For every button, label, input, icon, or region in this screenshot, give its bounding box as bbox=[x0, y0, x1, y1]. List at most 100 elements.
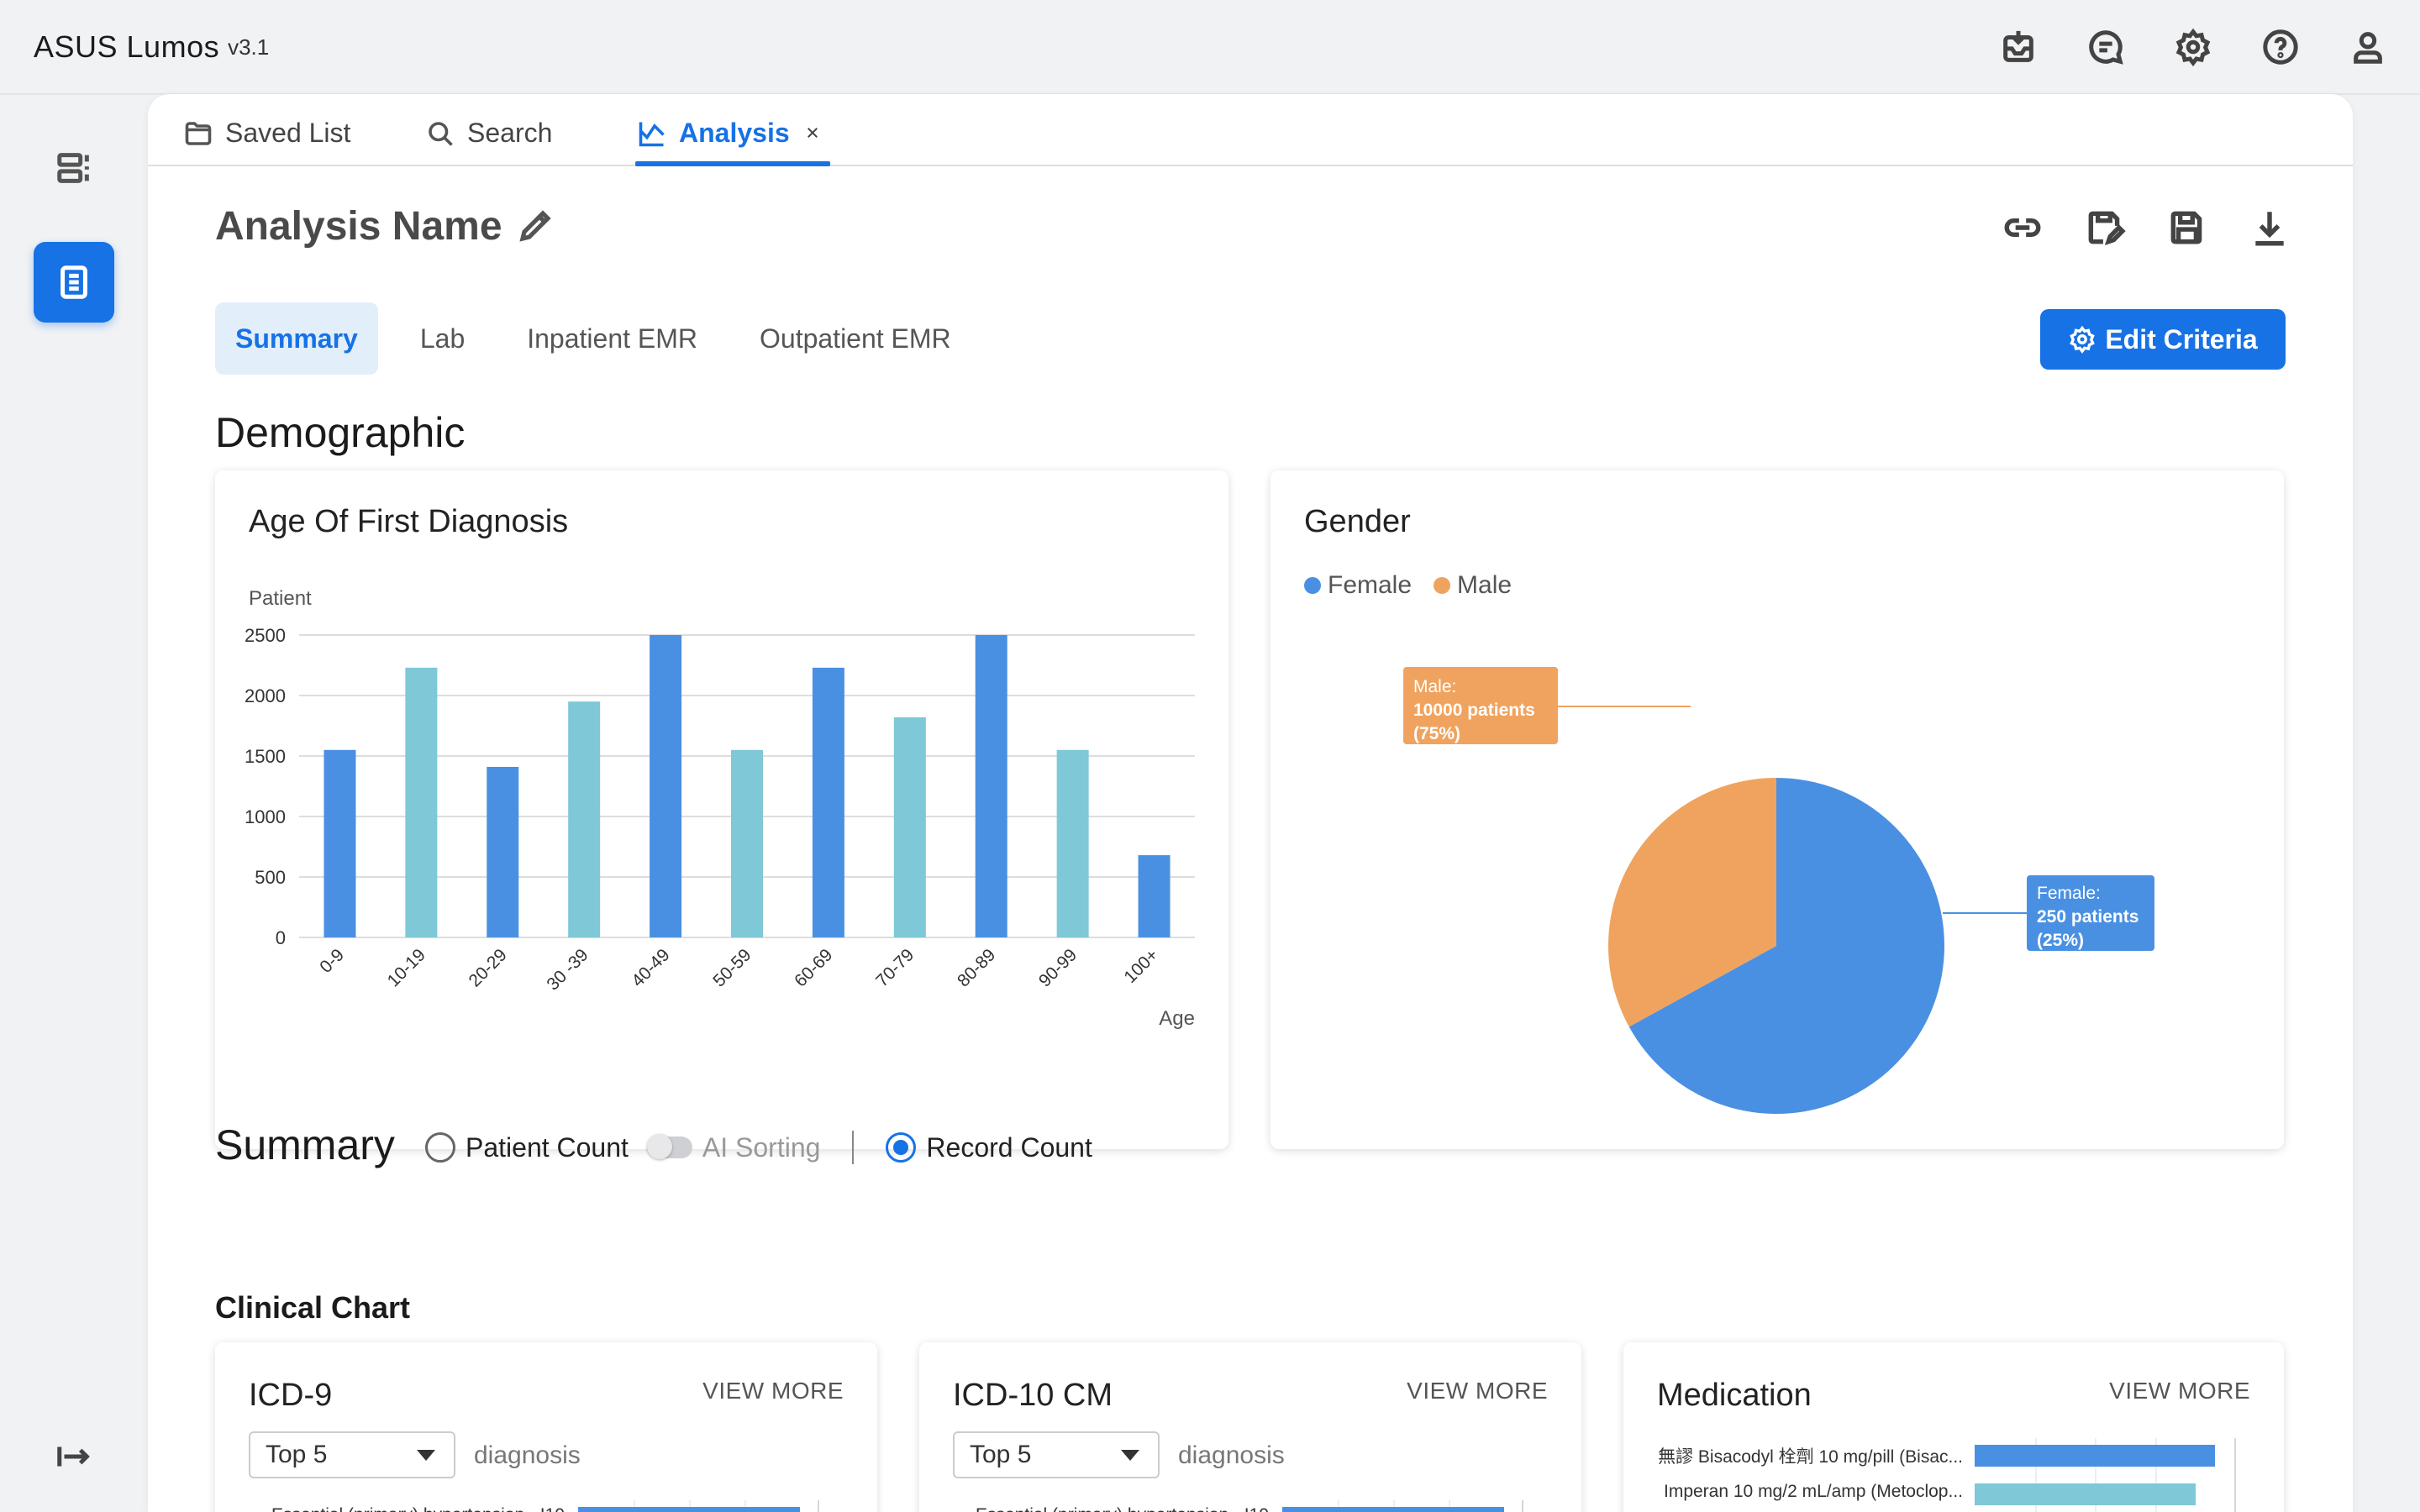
age-bar-10-19[interactable] bbox=[405, 667, 438, 937]
save-icon bbox=[2170, 211, 2202, 244]
ai-sorting-label: AI Sorting bbox=[702, 1131, 821, 1163]
bar-item-label: Imperan 10 mg/2 mL/amp (Metoclop... bbox=[1664, 1482, 1963, 1501]
icd10-card: ICD-10 CM VIEW MORE Top 5 diagnosis Esse… bbox=[919, 1342, 1581, 1512]
icd10-top-select[interactable]: Top 5 bbox=[953, 1431, 1160, 1478]
summary-controls: Patient Count AI Sorting Record Count bbox=[425, 1131, 1092, 1164]
close-tab-button[interactable] bbox=[805, 120, 832, 147]
age-chart-title: Age Of First Diagnosis bbox=[249, 504, 569, 539]
copy-link-button[interactable] bbox=[2002, 207, 2045, 250]
download-button[interactable] bbox=[2249, 207, 2292, 250]
y-tick-label: 1000 bbox=[245, 806, 286, 827]
save-button[interactable] bbox=[2166, 207, 2210, 250]
x-tick-label: 40-49 bbox=[628, 945, 673, 990]
legend-female-label: Female bbox=[1328, 571, 1413, 599]
age-bar-80-89[interactable] bbox=[975, 635, 1007, 937]
edit-name-button[interactable] bbox=[516, 205, 560, 249]
bar-item-label: Essential (primary) hypertension - I10 bbox=[976, 1505, 1269, 1512]
y-tick-label: 500 bbox=[255, 867, 286, 888]
document-nav-button[interactable] bbox=[34, 242, 114, 323]
male-callout-box bbox=[1403, 667, 1558, 744]
age-bar-30 -39[interactable] bbox=[568, 701, 601, 937]
age-bar-50-59[interactable] bbox=[731, 749, 763, 937]
x-tick-label: 20-29 bbox=[466, 945, 511, 990]
chat-icon[interactable] bbox=[2079, 20, 2133, 74]
subtab-lab[interactable]: Lab bbox=[419, 323, 466, 354]
medication-view-more[interactable]: VIEW MORE bbox=[2109, 1378, 2250, 1404]
bar-item-label: 無謬 Bisacodyl 栓劑 10 mg/pill (Bisac... bbox=[1658, 1447, 1963, 1467]
main-panel: Saved List Search Analysis Analysis Name bbox=[148, 94, 2353, 1512]
legend-male-swatch bbox=[1434, 577, 1451, 594]
subtab-inpatient-emr[interactable]: Inpatient EMR bbox=[527, 323, 697, 354]
x-tick-label: 70-79 bbox=[872, 945, 918, 990]
pie-slice-female[interactable] bbox=[1628, 778, 1944, 1114]
age-bar-0-9[interactable] bbox=[324, 749, 356, 937]
patient-count-radio[interactable] bbox=[425, 1132, 455, 1163]
y-axis-label: Patient bbox=[249, 587, 312, 610]
bar-item[interactable] bbox=[1975, 1483, 2196, 1505]
help-icon[interactable] bbox=[2254, 20, 2307, 74]
bar-grid-line bbox=[689, 1500, 691, 1512]
gender-chart-card: Gender Female Male Male: 10000 patients (7… bbox=[1270, 470, 2284, 1149]
chart-icon bbox=[639, 122, 665, 146]
x-tick-label: 90-99 bbox=[1035, 945, 1081, 990]
pencil-icon bbox=[519, 210, 551, 242]
save-as-button[interactable] bbox=[2084, 207, 2128, 250]
bar-grid-line bbox=[1522, 1500, 1524, 1512]
app-version: v3.1 bbox=[228, 34, 270, 60]
age-bar-60-69[interactable] bbox=[812, 667, 844, 937]
legend-male[interactable]: Male bbox=[1434, 571, 1512, 600]
icd9-top-select[interactable]: Top 5 bbox=[249, 1431, 455, 1478]
top-bar: ASUS Lumos v3.1 bbox=[0, 0, 2420, 94]
tab-analysis[interactable]: Analysis bbox=[637, 118, 832, 149]
medication-title: Medication bbox=[1657, 1378, 1812, 1413]
tab-search[interactable]: Search bbox=[425, 118, 552, 149]
download-icon bbox=[2255, 212, 2284, 246]
icd9-view-more[interactable]: VIEW MORE bbox=[702, 1378, 844, 1404]
tab-label: Search bbox=[467, 118, 553, 148]
age-bar-100+[interactable] bbox=[1138, 855, 1171, 937]
tab-bar: Saved List Search Analysis bbox=[148, 94, 2353, 166]
gear-icon[interactable] bbox=[2166, 20, 2220, 74]
male-callout-text: 10000 patients bbox=[1413, 701, 1535, 720]
bar-item[interactable] bbox=[1282, 1507, 1504, 1512]
bar-item-label: Essential (primary) hypertension - I10 bbox=[271, 1505, 565, 1512]
subtab-outpatient-emr[interactable]: Outpatient EMR bbox=[760, 323, 951, 354]
x-tick-label: 10-19 bbox=[384, 945, 429, 990]
bar-item[interactable] bbox=[1975, 1445, 2215, 1467]
clinical-chart-title: Clinical Chart bbox=[215, 1290, 411, 1325]
icd9-select-value: Top 5 bbox=[266, 1441, 328, 1468]
age-bar-40-49[interactable] bbox=[650, 635, 682, 937]
bar-grid-line bbox=[634, 1500, 635, 1512]
tab-label: Analysis bbox=[679, 118, 790, 148]
bar-grid-line bbox=[818, 1500, 820, 1512]
save-edit-icon bbox=[2088, 211, 2126, 245]
icd9-card: ICD-9 VIEW MORE Top 5 diagnosis Essentia… bbox=[215, 1342, 877, 1512]
expand-sidebar-button[interactable] bbox=[34, 1416, 114, 1497]
record-count-radio[interactable] bbox=[886, 1132, 917, 1163]
user-icon[interactable] bbox=[2341, 20, 2395, 74]
bar-item[interactable] bbox=[578, 1507, 800, 1512]
edit-criteria-button[interactable]: Edit Criteria bbox=[2040, 309, 2286, 370]
chevron-down-icon bbox=[417, 1450, 435, 1461]
icd10-view-more[interactable]: VIEW MORE bbox=[1407, 1378, 1548, 1404]
legend-male-label: Male bbox=[1457, 571, 1512, 599]
inbox-download-icon[interactable] bbox=[1991, 20, 2045, 74]
female-callout-text: 250 patients bbox=[2037, 907, 2139, 927]
subtab-summary[interactable]: Summary bbox=[215, 302, 378, 375]
legend-female-swatch bbox=[1304, 577, 1321, 594]
age-bar-90-99[interactable] bbox=[1056, 749, 1089, 937]
arrow-right-to-bar-icon bbox=[57, 1446, 90, 1467]
tab-saved-list[interactable]: Saved List bbox=[183, 118, 350, 149]
bar-grid-line bbox=[1338, 1500, 1339, 1512]
age-bar-20-29[interactable] bbox=[487, 766, 519, 937]
x-axis-label: Age bbox=[1159, 1007, 1195, 1030]
list-view-icon bbox=[57, 153, 89, 183]
pie-slice-male[interactable] bbox=[1608, 778, 1776, 1027]
age-bar-70-79[interactable] bbox=[893, 717, 926, 937]
document-icon bbox=[60, 265, 87, 299]
list-view-button[interactable] bbox=[34, 128, 114, 208]
chevron-down-icon bbox=[1121, 1450, 1139, 1461]
ai-sorting-toggle[interactable] bbox=[646, 1134, 692, 1159]
patient-count-label: Patient Count bbox=[466, 1131, 629, 1163]
legend-female[interactable]: Female bbox=[1304, 571, 1412, 600]
